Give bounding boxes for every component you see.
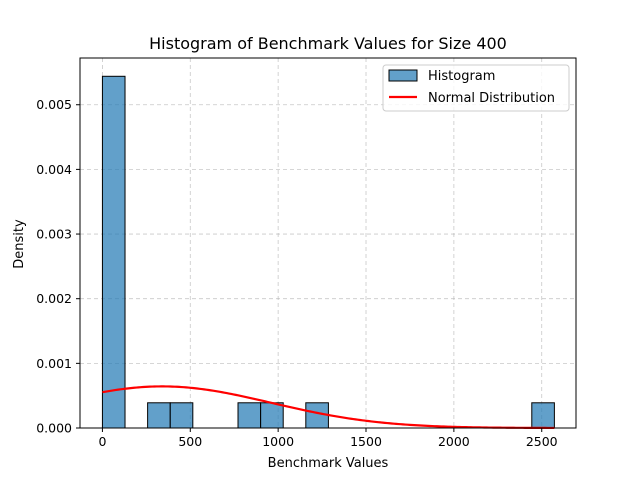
x-tick-label: 1000 bbox=[262, 434, 294, 449]
histogram-bar bbox=[531, 402, 555, 429]
histogram-bar bbox=[260, 402, 284, 429]
y-tick-label: 0.005 bbox=[36, 97, 72, 112]
x-axis-label: Benchmark Values bbox=[268, 456, 389, 471]
y-axis-label: Density bbox=[12, 219, 27, 269]
normal-curve-layer bbox=[102, 385, 555, 430]
x-tick-label: 0 bbox=[98, 434, 106, 449]
plot-frame bbox=[79, 57, 577, 429]
chart-title: Histogram of Benchmark Values for Size 4… bbox=[149, 34, 507, 53]
histogram-bar bbox=[101, 75, 126, 429]
x-axis-ticks: 0 500 1000 1500 2000 2500 bbox=[98, 428, 558, 449]
y-axis-ticks: 0.000 0.001 0.002 0.003 0.004 0.005 bbox=[36, 97, 80, 436]
x-tick-label: 1500 bbox=[350, 434, 382, 449]
legend-label-histogram: Histogram bbox=[428, 69, 495, 84]
normal-distribution-curve bbox=[102, 385, 555, 430]
legend: Histogram Normal Distribution bbox=[382, 64, 570, 112]
y-tick-label: 0.003 bbox=[36, 227, 72, 242]
legend-swatch-histogram bbox=[388, 69, 418, 82]
y-tick-label: 0.000 bbox=[36, 421, 72, 436]
histogram-bar bbox=[237, 402, 262, 429]
x-tick-label: 2000 bbox=[438, 434, 470, 449]
x-tick-label: 500 bbox=[178, 434, 202, 449]
y-tick-label: 0.002 bbox=[36, 291, 72, 306]
legend-label-normal-distribution: Normal Distribution bbox=[428, 91, 555, 106]
y-tick-label: 0.001 bbox=[36, 356, 72, 371]
x-tick-label: 2500 bbox=[526, 434, 558, 449]
legend-box bbox=[382, 64, 570, 112]
y-tick-label: 0.004 bbox=[36, 162, 72, 177]
histogram-bar bbox=[169, 402, 194, 429]
histogram-bar bbox=[147, 402, 171, 429]
